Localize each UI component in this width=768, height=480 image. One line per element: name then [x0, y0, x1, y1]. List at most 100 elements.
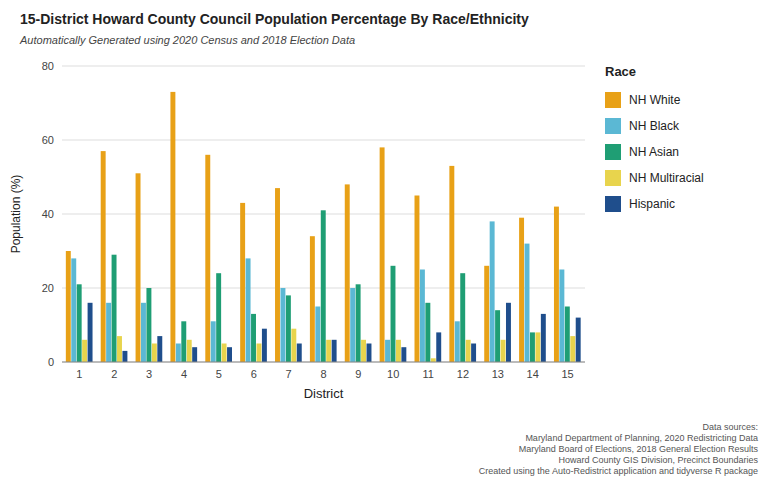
bar	[136, 173, 141, 362]
bar	[466, 340, 471, 362]
bar	[192, 347, 197, 362]
bar	[367, 344, 372, 363]
bar	[82, 340, 87, 362]
footnote: Data sources:Maryland Department of Plan…	[479, 422, 759, 476]
bar	[326, 340, 331, 362]
x-tick-label: 4	[181, 368, 187, 380]
bar	[554, 207, 559, 362]
legend-label: NH White	[629, 93, 681, 107]
bar	[345, 184, 350, 362]
x-tick-label: 2	[111, 368, 117, 380]
bar	[112, 255, 117, 362]
x-axis-line	[62, 362, 585, 363]
footnote-line: Howard County GIS Division, Precinct Bou…	[558, 455, 758, 465]
grid-line	[62, 362, 585, 363]
bar	[449, 166, 454, 362]
bar	[227, 347, 232, 362]
bar	[291, 329, 296, 362]
bar	[380, 147, 385, 362]
bar	[519, 218, 524, 362]
bar	[66, 251, 71, 362]
subtitle: Automatically Generated using 2020 Censu…	[19, 34, 355, 46]
bar	[484, 266, 489, 362]
bar	[187, 340, 192, 362]
bar	[262, 329, 267, 362]
x-tick-label: 3	[146, 368, 152, 380]
x-tick-label: 12	[457, 368, 469, 380]
bar	[415, 196, 420, 363]
y-tick-label: 20	[42, 282, 54, 294]
bar	[356, 284, 361, 362]
bar	[256, 344, 261, 363]
bar	[176, 344, 181, 363]
bar	[297, 344, 302, 363]
x-tick-label: 11	[422, 368, 433, 380]
bar	[501, 340, 506, 362]
bar	[570, 336, 575, 362]
legend-label: NH Asian	[629, 145, 679, 159]
footnote-line: Maryland Board of Elections, 2018 Genera…	[519, 444, 759, 454]
bar	[251, 314, 256, 362]
bar	[455, 321, 460, 362]
legend-label: NH Black	[629, 119, 680, 133]
bars	[66, 92, 581, 362]
x-tick-label: 1	[76, 368, 82, 380]
bar	[576, 318, 581, 362]
bar	[535, 332, 540, 362]
x-tick-label: 6	[251, 368, 257, 380]
grid-line	[62, 66, 585, 67]
bar	[205, 155, 210, 362]
bar	[77, 284, 82, 362]
bar	[460, 273, 465, 362]
bar	[88, 303, 93, 362]
bar	[246, 258, 251, 362]
bar	[211, 321, 216, 362]
footnote-line: Data sources:	[702, 422, 758, 432]
bar	[315, 307, 320, 363]
bar	[436, 332, 441, 362]
x-tick-label: 9	[355, 368, 361, 380]
x-axis-label: District	[304, 386, 344, 401]
legend-swatch	[605, 170, 621, 186]
bar	[101, 151, 106, 362]
x-tick-label: 10	[387, 368, 399, 380]
bar	[146, 288, 151, 362]
y-tick-label: 40	[42, 208, 54, 220]
x-tick-label: 15	[561, 368, 573, 380]
bar	[525, 244, 530, 362]
bar	[280, 288, 285, 362]
bar	[332, 340, 337, 362]
bar	[181, 321, 186, 362]
title: 15-District Howard County Council Popula…	[20, 11, 529, 27]
bar	[117, 336, 122, 362]
bar	[490, 221, 495, 362]
legend-swatch	[605, 144, 621, 160]
y-tick-label: 60	[42, 134, 54, 146]
x-tick-label: 7	[286, 368, 292, 380]
footnote-line: Maryland Department of Planning, 2020 Re…	[525, 433, 758, 443]
y-axis-label: Population (%)	[9, 175, 23, 254]
legend-label: NH Multiracial	[629, 171, 704, 185]
bar	[286, 295, 291, 362]
bar	[152, 344, 157, 363]
x-tick-label: 13	[492, 368, 504, 380]
bar	[385, 340, 390, 362]
bar	[420, 270, 425, 363]
bar	[71, 258, 76, 362]
chart: 15-District Howard County Council Popula…	[0, 0, 768, 480]
bar	[506, 303, 511, 362]
bar	[240, 203, 245, 362]
y-tick-label: 0	[48, 356, 54, 368]
bar	[275, 188, 280, 362]
legend-title: Race	[605, 64, 636, 79]
bar	[391, 266, 396, 362]
bar	[106, 303, 111, 362]
bar	[222, 344, 227, 363]
legend-swatch	[605, 118, 621, 134]
bar	[157, 336, 162, 362]
bar	[431, 358, 436, 362]
x-tick-label: 5	[216, 368, 222, 380]
x-tick-label: 14	[527, 368, 539, 380]
legend-swatch	[605, 196, 621, 212]
bar	[530, 332, 535, 362]
